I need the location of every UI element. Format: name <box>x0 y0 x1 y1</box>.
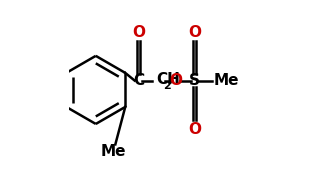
Text: C: C <box>133 73 144 88</box>
Text: CH: CH <box>156 72 180 87</box>
Text: S: S <box>189 73 200 88</box>
Text: 2: 2 <box>163 81 171 91</box>
Text: Me: Me <box>213 73 239 88</box>
Text: O: O <box>188 25 201 39</box>
Text: O: O <box>188 122 201 136</box>
Text: O: O <box>169 73 182 88</box>
Text: Me: Me <box>101 144 126 159</box>
Text: O: O <box>132 25 145 39</box>
